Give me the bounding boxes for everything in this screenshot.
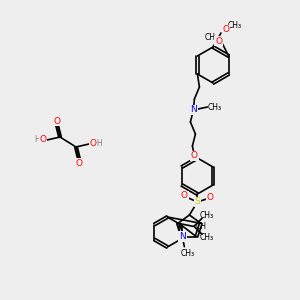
Text: CH₃: CH₃ bbox=[200, 233, 214, 242]
Text: O: O bbox=[89, 140, 97, 148]
Text: N: N bbox=[179, 232, 186, 241]
Text: O: O bbox=[181, 191, 188, 200]
Text: S: S bbox=[194, 197, 200, 206]
Text: O: O bbox=[76, 158, 82, 167]
Text: CH₃: CH₃ bbox=[228, 22, 242, 31]
Text: CH₃: CH₃ bbox=[207, 103, 221, 112]
Text: H: H bbox=[34, 136, 40, 145]
Text: CH₃: CH₃ bbox=[200, 211, 214, 220]
Text: O: O bbox=[53, 116, 61, 125]
Text: CH₃: CH₃ bbox=[180, 249, 194, 258]
Text: O: O bbox=[191, 152, 198, 160]
Text: H: H bbox=[96, 140, 102, 148]
Text: O: O bbox=[215, 37, 222, 46]
Text: O: O bbox=[40, 136, 46, 145]
Text: CH₃: CH₃ bbox=[205, 32, 219, 41]
Text: CH: CH bbox=[196, 222, 207, 231]
Text: O: O bbox=[223, 26, 230, 34]
Text: N: N bbox=[190, 106, 197, 115]
Text: O: O bbox=[207, 193, 214, 202]
